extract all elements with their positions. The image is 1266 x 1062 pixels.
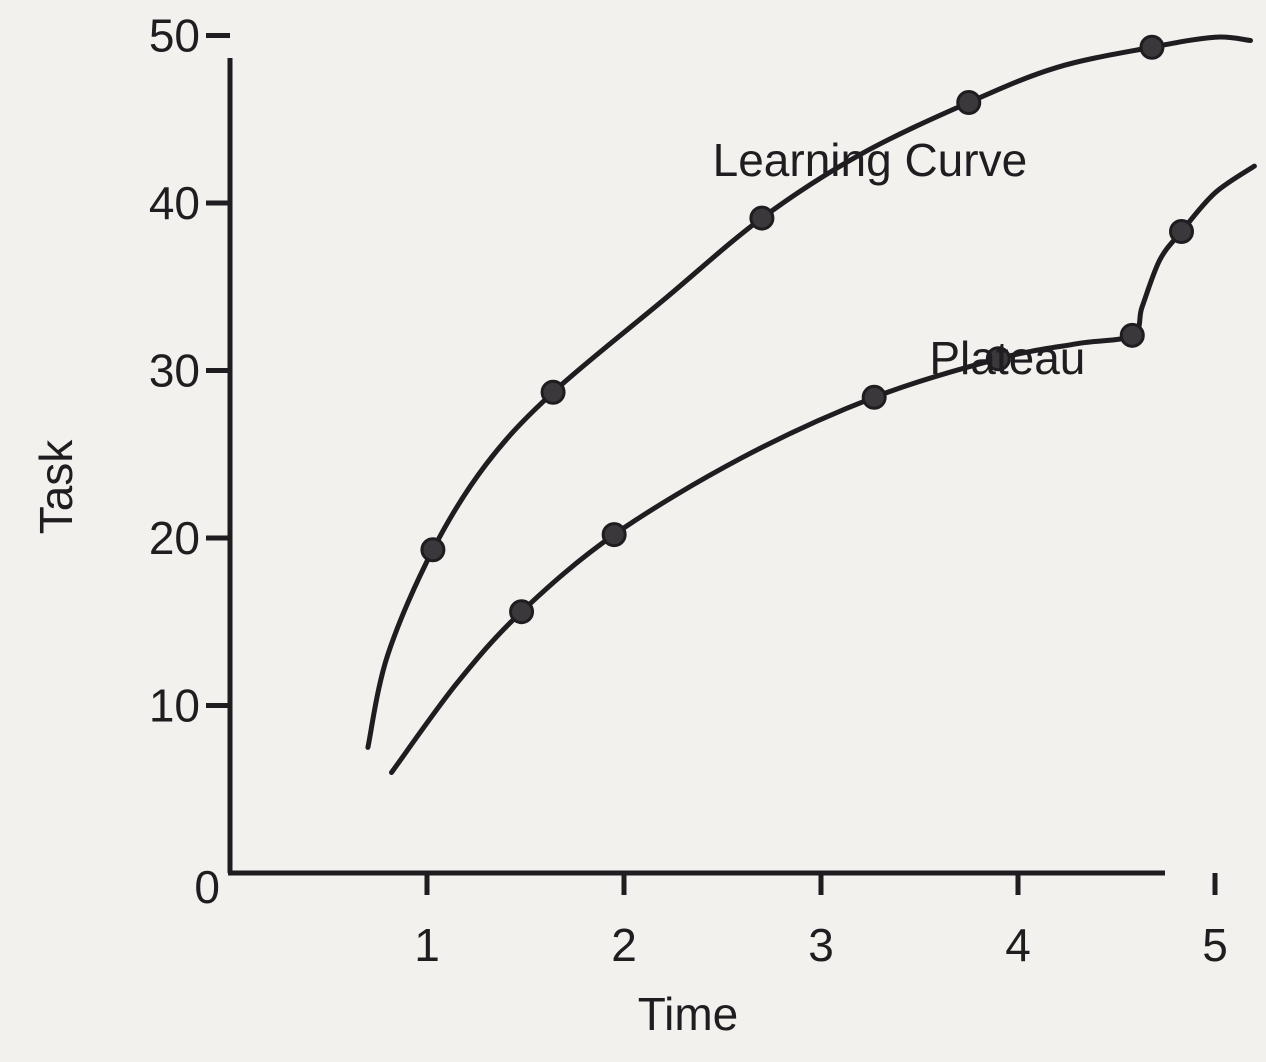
y-ticks: 0 10 20 30 40 50 bbox=[149, 10, 230, 913]
plateau-point bbox=[985, 346, 1011, 372]
learning-curve-point bbox=[749, 205, 775, 231]
learning-curve-point bbox=[540, 379, 566, 405]
plateau-point bbox=[1119, 322, 1145, 348]
y-tick-label: 30 bbox=[149, 345, 200, 397]
y-tick-label: 0 bbox=[194, 861, 220, 913]
plateau-line bbox=[389, 163, 1257, 775]
plateau-point bbox=[601, 522, 627, 548]
plateau-point bbox=[509, 599, 535, 625]
x-axis-title: Time bbox=[638, 988, 739, 1040]
learning-curve-label: Learning Curve bbox=[713, 134, 1028, 186]
x-tick-label: 5 bbox=[1202, 919, 1228, 971]
plateau-label: Plateau bbox=[929, 332, 1085, 384]
learning-curve-point bbox=[956, 90, 982, 115]
annotations: Learning Curve Plateau bbox=[713, 134, 1086, 384]
x-ticks: 1 2 3 4 5 bbox=[414, 873, 1228, 971]
y-axis-title: Task bbox=[30, 439, 82, 535]
y-tick-label: 40 bbox=[149, 177, 200, 229]
plateau-point bbox=[861, 384, 887, 410]
y-tick-label: 20 bbox=[149, 512, 200, 564]
x-tick-label: 1 bbox=[414, 919, 440, 971]
x-tick-label: 4 bbox=[1005, 919, 1031, 971]
learning-curve-point bbox=[420, 537, 446, 563]
plateau-point bbox=[1169, 218, 1195, 244]
y-tick-label: 50 bbox=[149, 10, 200, 62]
y-tick-label: 10 bbox=[149, 680, 200, 732]
x-tick-label: 3 bbox=[808, 919, 834, 971]
data-points bbox=[420, 34, 1195, 625]
learning-curve-point bbox=[1139, 34, 1165, 60]
x-tick-label: 2 bbox=[611, 919, 637, 971]
axes bbox=[227, 58, 1165, 876]
